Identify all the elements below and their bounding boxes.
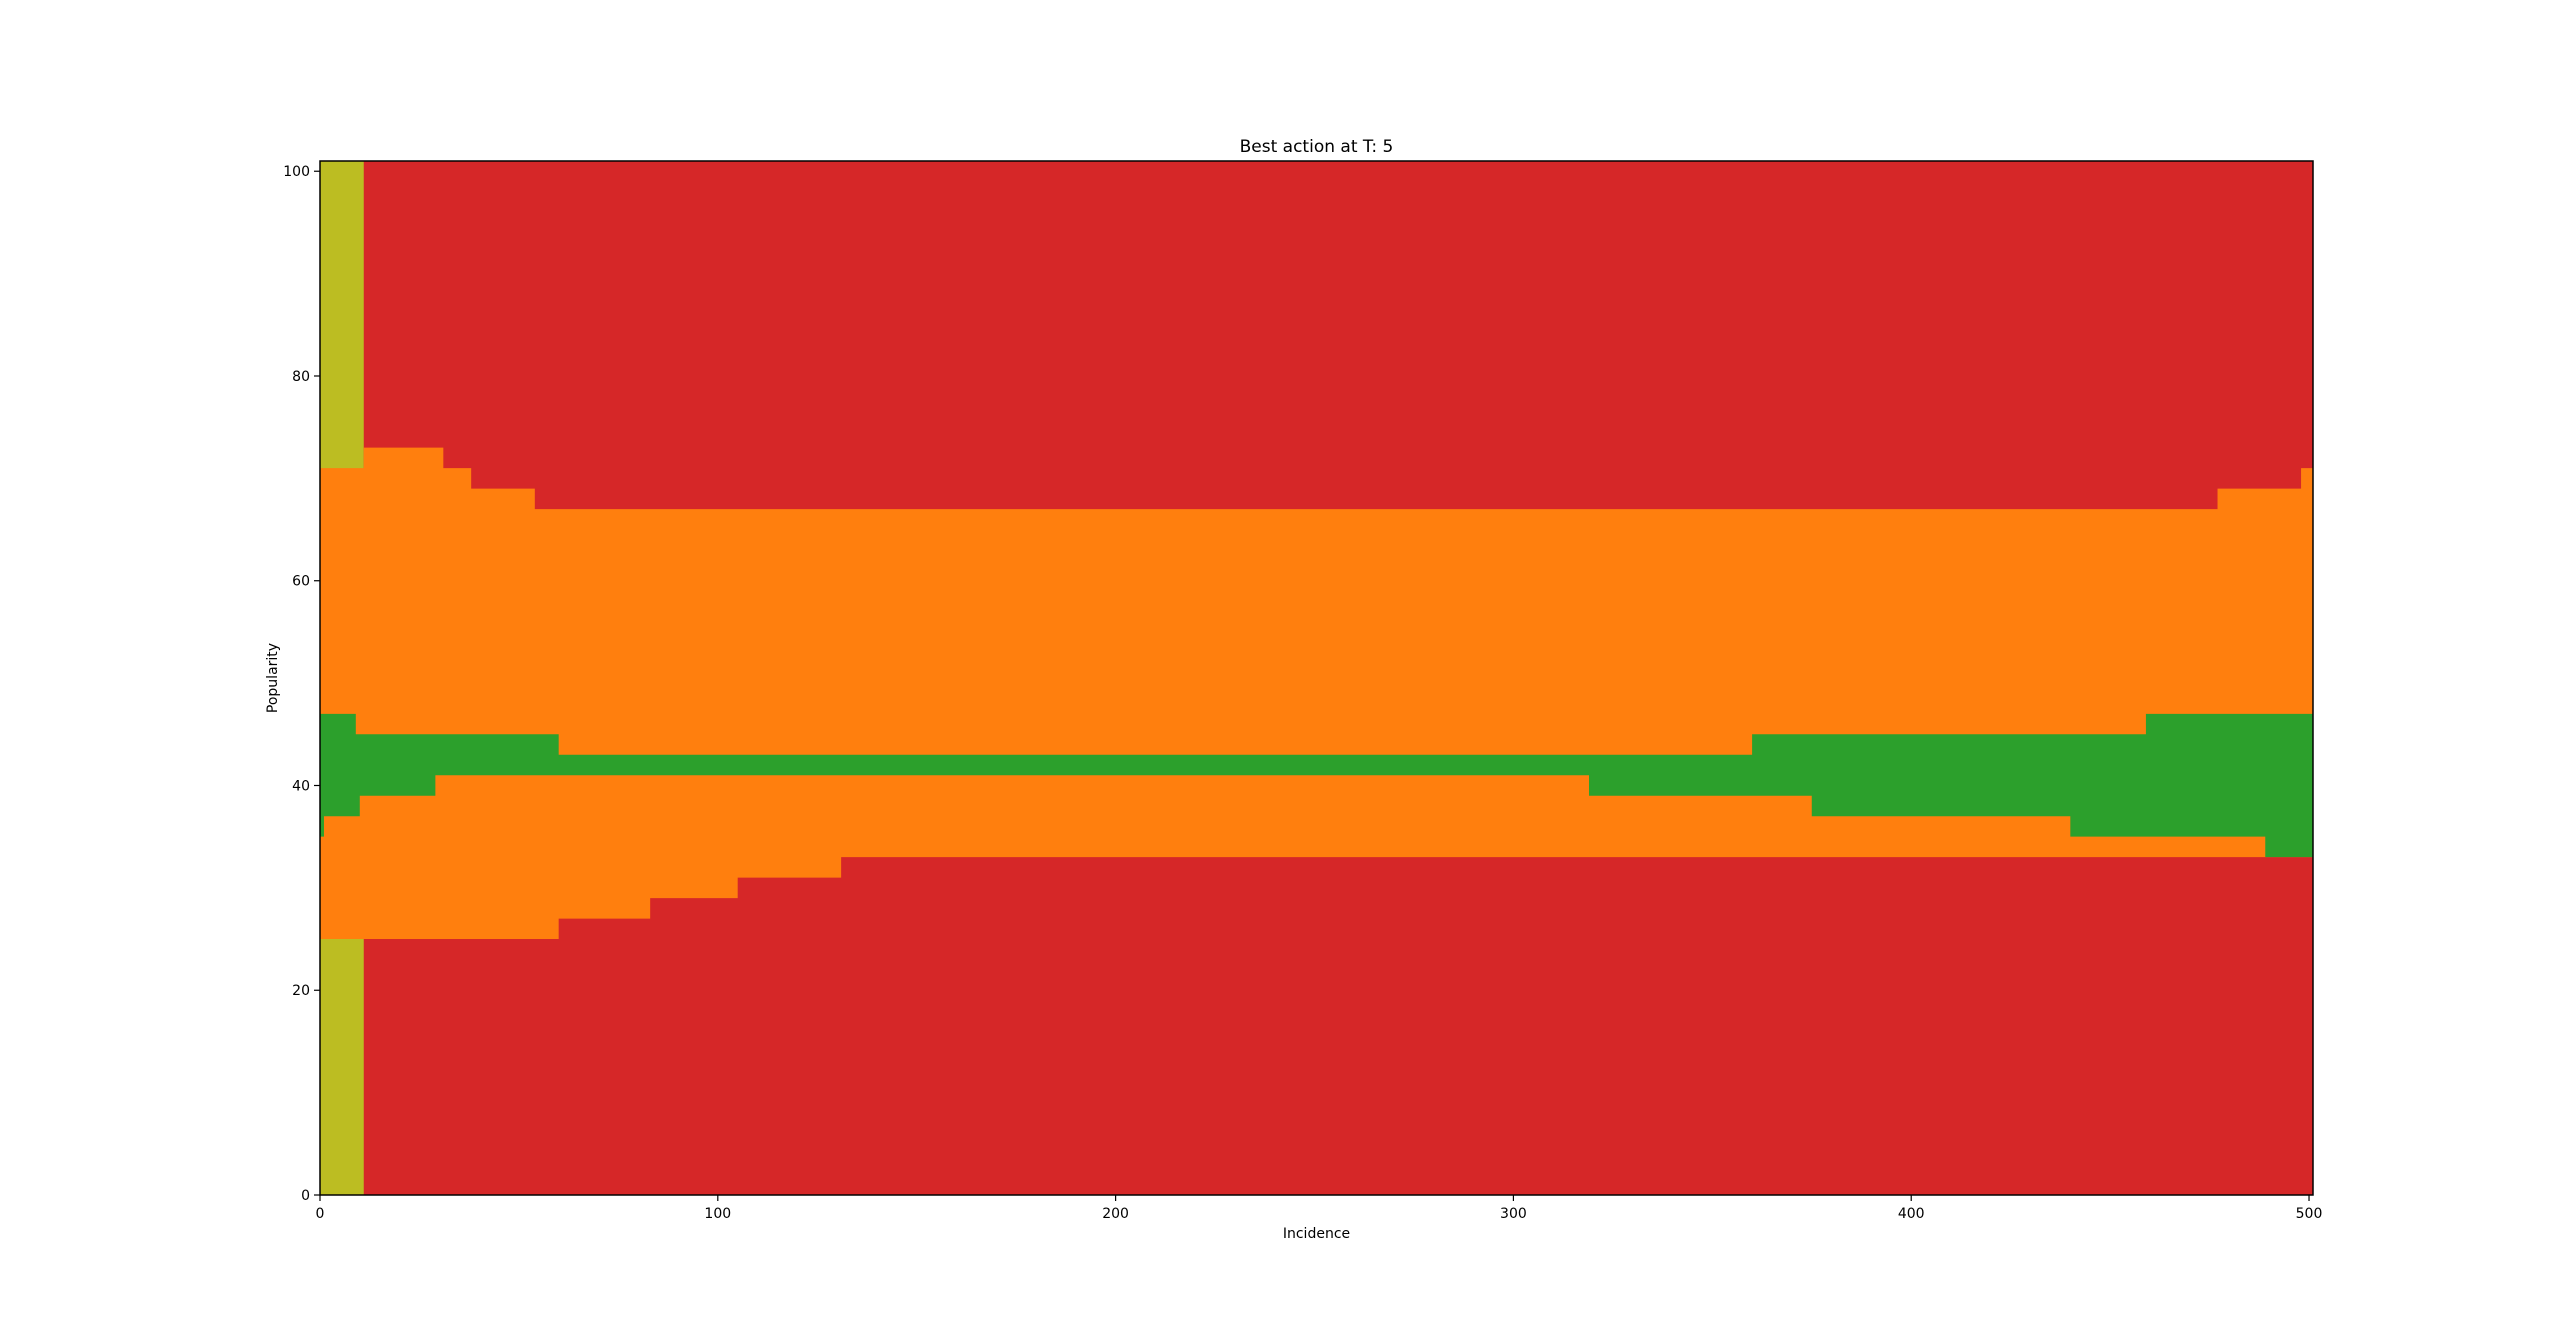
x-tick-label: 200 xyxy=(1102,1206,1129,1222)
x-tick-label: 400 xyxy=(1898,1206,1925,1222)
x-axis-label: Incidence xyxy=(1283,1226,1350,1242)
x-axis: 0 100 200 300 400 500 xyxy=(316,1195,2323,1222)
y-tick-label: 40 xyxy=(292,778,310,794)
x-tick-label: 0 xyxy=(316,1206,325,1222)
plot-area xyxy=(320,161,2313,1195)
y-tick-label: 60 xyxy=(292,574,310,590)
x-tick-label: 300 xyxy=(1500,1206,1527,1222)
x-tick-label: 100 xyxy=(704,1206,731,1222)
y-axis: 0 20 40 60 80 100 xyxy=(283,164,320,1204)
y-tick-label: 20 xyxy=(292,983,310,999)
y-tick-label: 100 xyxy=(283,164,310,180)
plot-frame xyxy=(319,160,2314,1196)
chart-title: Best action at T: 5 xyxy=(1240,137,1394,157)
y-tick-label: 80 xyxy=(292,369,310,385)
x-tick-label: 500 xyxy=(2296,1206,2323,1222)
y-tick-label: 0 xyxy=(301,1188,310,1204)
y-axis-label: Popularity xyxy=(265,643,281,713)
region-green-3 xyxy=(320,713,2313,858)
